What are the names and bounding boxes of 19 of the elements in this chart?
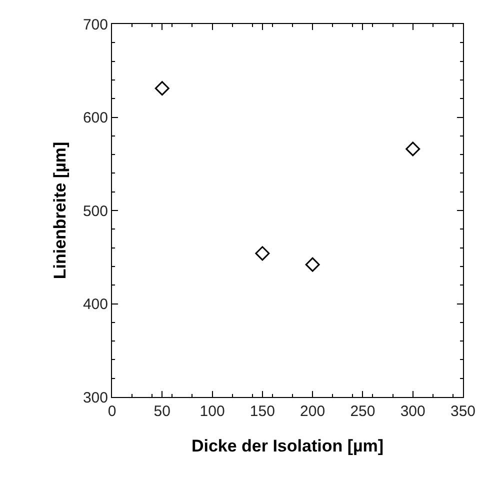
- y-axis-title: Linienbreite [µm]: [50, 142, 70, 280]
- x-tick-label: 200: [300, 403, 326, 420]
- y-tick-label: 400: [82, 296, 108, 313]
- x-tick-label: 150: [250, 403, 275, 420]
- x-tick-label: 100: [200, 403, 225, 420]
- x-tick-label: 350: [450, 403, 476, 420]
- x-axis-title: Dicke der Isolation [µm]: [191, 436, 384, 456]
- y-tick-label: 500: [82, 202, 108, 220]
- y-tick-label: 600: [82, 110, 108, 126]
- x-tick-label: 50: [154, 403, 170, 420]
- x-tick-label: 300: [400, 403, 426, 420]
- x-tick-label: 250: [350, 403, 376, 420]
- point: [406, 142, 420, 156]
- y-tick-label: 700: [82, 16, 108, 34]
- x-tick-label: 0: [108, 403, 116, 420]
- y-tick-label: 300: [82, 389, 108, 406]
- point: [305, 257, 320, 272]
- point: [255, 246, 270, 261]
- point: [154, 81, 170, 96]
